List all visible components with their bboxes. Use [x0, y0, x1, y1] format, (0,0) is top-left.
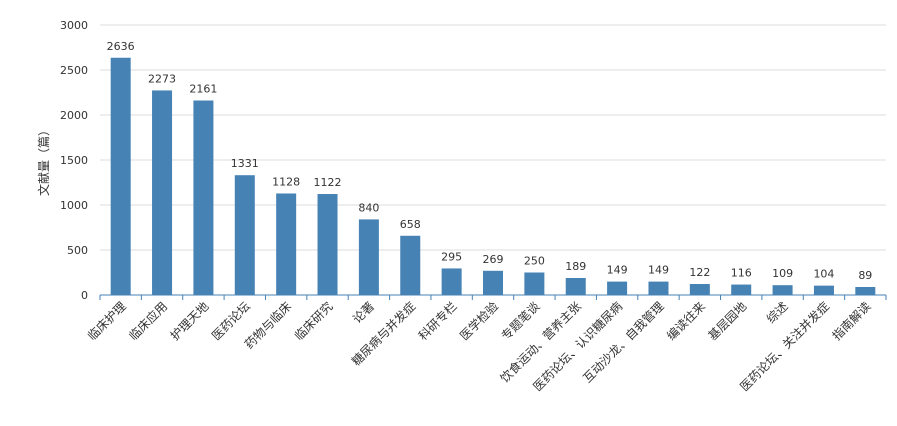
category-label: 临床研究 [291, 299, 336, 344]
category-label: 临床应用 [126, 299, 171, 344]
data-label: 250 [524, 255, 545, 268]
y-tick-label: 1500 [60, 154, 88, 167]
data-label: 104 [813, 268, 834, 281]
category-label: 综述 [764, 299, 791, 326]
data-label: 1331 [231, 157, 259, 170]
data-label: 2636 [107, 40, 135, 53]
bar [152, 90, 173, 296]
category-label: 互动沙龙、自我管理 [580, 299, 667, 386]
bar [524, 272, 545, 295]
data-label: 149 [648, 264, 669, 277]
y-tick-label: 3000 [60, 19, 88, 32]
bar [276, 193, 297, 295]
bar [689, 284, 710, 295]
data-label: 189 [565, 260, 586, 273]
bar [400, 235, 421, 295]
data-label: 1128 [272, 175, 300, 188]
gridlines [100, 24, 886, 251]
data-label: 1122 [314, 176, 342, 189]
category-label: 论著 [350, 299, 377, 326]
category-label: 临床护理 [85, 299, 129, 343]
bar [813, 285, 834, 295]
category-label: 指南解读 [829, 299, 874, 344]
bar [483, 270, 503, 295]
bar [317, 194, 338, 295]
bar [110, 57, 131, 296]
data-label: 295 [441, 250, 462, 263]
data-label: 840 [358, 201, 379, 214]
category-label: 编读往来 [663, 299, 708, 344]
bar [855, 286, 876, 295]
y-tick-label: 2000 [60, 109, 88, 122]
bar [441, 268, 462, 295]
category-label: 护理天地 [168, 299, 212, 343]
data-label: 2161 [189, 83, 217, 96]
bar [648, 281, 669, 295]
bar [358, 219, 379, 295]
category-label: 基层园地 [705, 299, 749, 343]
data-label: 89 [858, 269, 872, 282]
bar [772, 285, 793, 295]
data-label: 149 [607, 264, 628, 277]
bar [607, 281, 628, 295]
data-label: 116 [731, 267, 752, 280]
data-label: 109 [772, 267, 793, 280]
bar [731, 284, 752, 295]
y-axis-title: 文献量（篇） [36, 124, 51, 196]
y-axis-ticks: 0 500 1000 1500 2000 2500 3000 [60, 19, 88, 302]
data-label: 269 [483, 253, 504, 266]
category-label: 医学检验 [457, 299, 502, 344]
data-label: 658 [400, 218, 421, 231]
bar [565, 277, 586, 295]
bar [193, 100, 214, 295]
category-label: 科研专栏 [415, 299, 460, 344]
y-tick-label: 500 [67, 244, 88, 257]
data-label: 122 [689, 266, 710, 279]
data-label: 2273 [148, 72, 176, 85]
y-tick-label: 1000 [60, 199, 88, 212]
bars [110, 57, 876, 296]
data-labels: 2636 2273 2161 1331 1128 1122 840 658 295 269 250 1… [107, 40, 873, 282]
bar [234, 175, 255, 295]
y-tick-label: 2500 [60, 64, 88, 77]
y-tick-label: 0 [81, 289, 88, 302]
category-label: 饮食运动、营养主张 [497, 299, 584, 386]
x-axis [99, 294, 887, 300]
